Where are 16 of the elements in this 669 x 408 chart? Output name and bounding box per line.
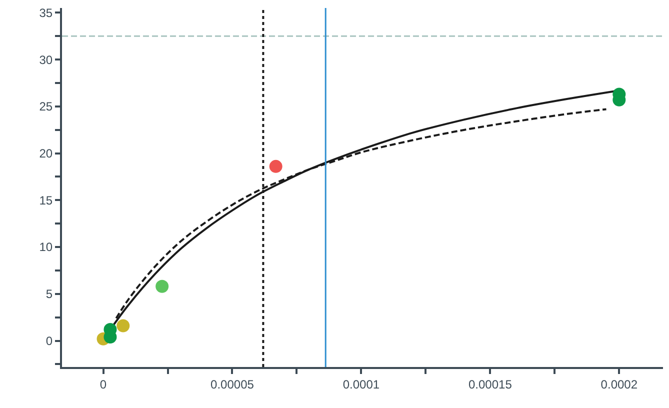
x-tick-label: 0 [100, 377, 107, 392]
y-tick-label: 25 [39, 100, 53, 114]
x-tick-label: 0.00015 [468, 377, 512, 392]
point [156, 280, 169, 293]
x-tick-label: 0.0002 [600, 377, 638, 392]
y-tick-label: 30 [39, 52, 53, 67]
point [269, 160, 282, 173]
y-tick-label: 35 [39, 6, 53, 20]
x-tick-label: 0.0001 [342, 377, 380, 392]
y-tick-label: 10 [39, 240, 53, 254]
y-tick-label: 0 [46, 334, 53, 348]
y-tick-label: 5 [46, 287, 53, 302]
x-tick-label: 0.00005 [210, 377, 254, 392]
y-tick-label: 15 [39, 193, 53, 208]
point [116, 319, 130, 332]
y-tick-label: 20 [39, 146, 53, 160]
